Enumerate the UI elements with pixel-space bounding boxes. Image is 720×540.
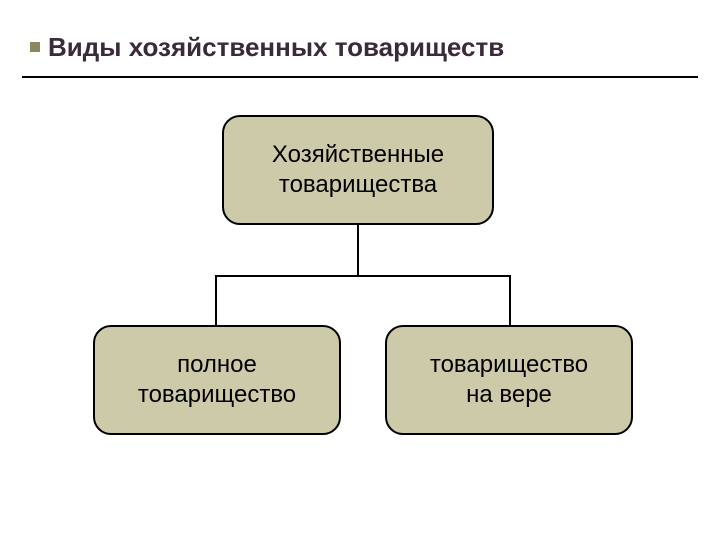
connector-vert_from_root bbox=[357, 225, 359, 275]
node-left: полноетоварищество bbox=[93, 325, 341, 435]
connector-vert_to_left bbox=[215, 275, 217, 325]
node-right: товариществона вере bbox=[385, 325, 633, 435]
title-bullet bbox=[30, 42, 40, 52]
node-root: Хозяйственныетоварищества bbox=[222, 115, 494, 225]
node-left-label: полноетоварищество bbox=[138, 350, 296, 410]
node-root-label: Хозяйственныетоварищества bbox=[272, 140, 444, 200]
page-title: Виды хозяйственных товариществ bbox=[48, 32, 504, 63]
connector-horiz bbox=[215, 275, 511, 277]
title-underline bbox=[22, 76, 698, 78]
node-right-label: товариществона вере bbox=[430, 350, 588, 410]
connector-vert_to_right bbox=[509, 275, 511, 325]
